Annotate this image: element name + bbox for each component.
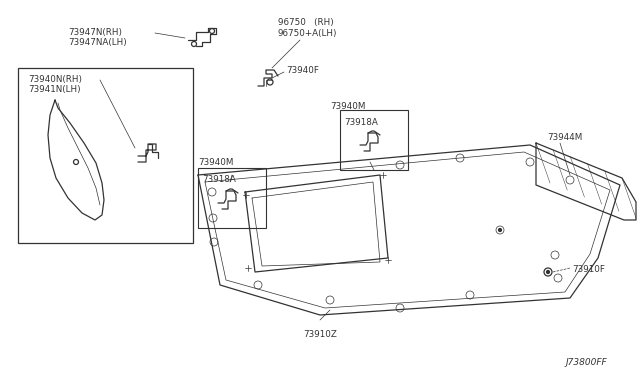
Text: 73940F: 73940F bbox=[286, 66, 319, 75]
Text: 73910Z: 73910Z bbox=[303, 330, 337, 339]
Text: 73947NA(LH): 73947NA(LH) bbox=[68, 38, 127, 47]
Bar bbox=[340, 110, 408, 170]
Text: 96750+A(LH): 96750+A(LH) bbox=[278, 29, 337, 38]
Text: 73940M: 73940M bbox=[198, 158, 234, 167]
Text: 73944M: 73944M bbox=[547, 133, 582, 142]
Text: 73918A: 73918A bbox=[202, 175, 236, 184]
Bar bbox=[198, 168, 266, 228]
Text: J73800FF: J73800FF bbox=[565, 358, 607, 367]
Text: 73941N(LH): 73941N(LH) bbox=[28, 85, 81, 94]
Text: 96750   (RH): 96750 (RH) bbox=[278, 18, 333, 27]
Bar bbox=[18, 68, 193, 243]
Text: 73910F: 73910F bbox=[572, 265, 605, 274]
Circle shape bbox=[499, 228, 502, 231]
Text: 73918A: 73918A bbox=[344, 118, 378, 127]
Text: 73940M: 73940M bbox=[330, 102, 365, 111]
Text: 73940N(RH): 73940N(RH) bbox=[28, 75, 82, 84]
Circle shape bbox=[547, 270, 550, 273]
Text: 73947N(RH): 73947N(RH) bbox=[68, 28, 122, 37]
